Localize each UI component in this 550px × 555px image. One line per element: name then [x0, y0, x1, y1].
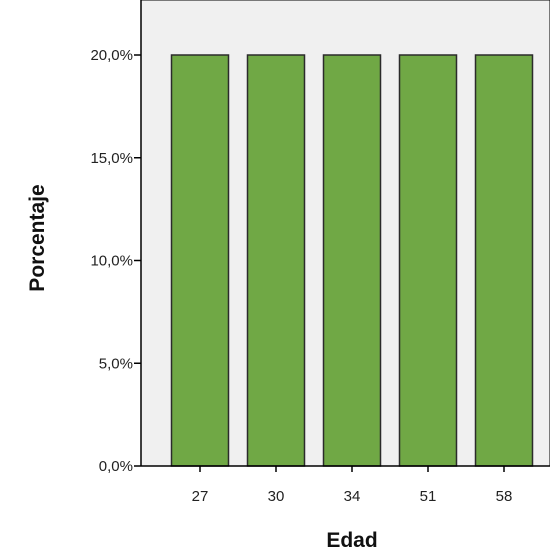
y-axis: 0,0% 5,0% 10,0% 15,0% 20,0% — [90, 0, 142, 475]
bar-58 — [474, 54, 534, 467]
bar-34 — [322, 54, 382, 467]
x-tick-label: 51 — [420, 488, 437, 505]
x-axis-title: Edad — [326, 529, 377, 552]
y-tick-label: 20,0% — [90, 47, 133, 64]
x-axis: 27 30 34 51 58 — [141, 465, 550, 505]
bar-27 — [170, 54, 230, 467]
x-tick-label: 34 — [344, 488, 361, 505]
bar-30 — [246, 54, 306, 467]
x-tick-label: 58 — [496, 488, 513, 505]
bar-51 — [398, 54, 458, 467]
y-tick-label: 0,0% — [99, 458, 133, 475]
x-tick-label: 30 — [268, 488, 285, 505]
y-tick-label: 5,0% — [99, 355, 133, 372]
y-axis-title: Porcentaje — [26, 184, 49, 291]
bars-group — [170, 54, 534, 467]
y-tick-label: 10,0% — [90, 253, 133, 270]
x-tick-label: 27 — [192, 488, 209, 505]
y-tick-label: 15,0% — [90, 150, 133, 167]
